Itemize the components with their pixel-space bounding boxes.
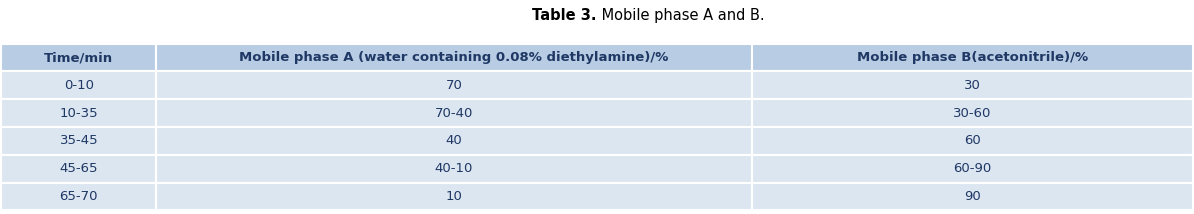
FancyBboxPatch shape <box>1 44 156 71</box>
Text: Mobile phase A (water containing 0.08% diethylamine)/%: Mobile phase A (water containing 0.08% d… <box>239 51 669 64</box>
FancyBboxPatch shape <box>1 183 156 211</box>
FancyBboxPatch shape <box>156 71 752 99</box>
Text: 60: 60 <box>964 134 980 147</box>
FancyBboxPatch shape <box>752 71 1193 99</box>
Text: Mobile phase B(acetonitrile)/%: Mobile phase B(acetonitrile)/% <box>856 51 1088 64</box>
Text: 10-35: 10-35 <box>60 107 98 120</box>
FancyBboxPatch shape <box>156 127 752 155</box>
Text: 65-70: 65-70 <box>60 190 98 203</box>
Text: 45-65: 45-65 <box>60 162 98 175</box>
FancyBboxPatch shape <box>752 127 1193 155</box>
Text: 60-90: 60-90 <box>953 162 991 175</box>
Text: Table 3.: Table 3. <box>533 8 597 23</box>
FancyBboxPatch shape <box>1 71 156 99</box>
Text: 10: 10 <box>445 190 462 203</box>
Text: 70: 70 <box>445 79 462 92</box>
Text: Mobile phase A and B.: Mobile phase A and B. <box>597 8 764 23</box>
FancyBboxPatch shape <box>156 44 752 71</box>
FancyBboxPatch shape <box>752 183 1193 211</box>
Text: 70-40: 70-40 <box>435 107 473 120</box>
Text: 0-10: 0-10 <box>63 79 94 92</box>
FancyBboxPatch shape <box>1 127 156 155</box>
Text: 40-10: 40-10 <box>435 162 473 175</box>
FancyBboxPatch shape <box>156 99 752 127</box>
FancyBboxPatch shape <box>752 155 1193 183</box>
Text: Time/min: Time/min <box>44 51 113 64</box>
FancyBboxPatch shape <box>1 99 156 127</box>
FancyBboxPatch shape <box>1 155 156 183</box>
FancyBboxPatch shape <box>156 183 752 211</box>
Text: 30-60: 30-60 <box>953 107 991 120</box>
FancyBboxPatch shape <box>752 99 1193 127</box>
Text: 40: 40 <box>445 134 462 147</box>
FancyBboxPatch shape <box>752 44 1193 71</box>
Text: 90: 90 <box>964 190 980 203</box>
FancyBboxPatch shape <box>156 155 752 183</box>
Text: 30: 30 <box>964 79 980 92</box>
Text: 35-45: 35-45 <box>60 134 98 147</box>
